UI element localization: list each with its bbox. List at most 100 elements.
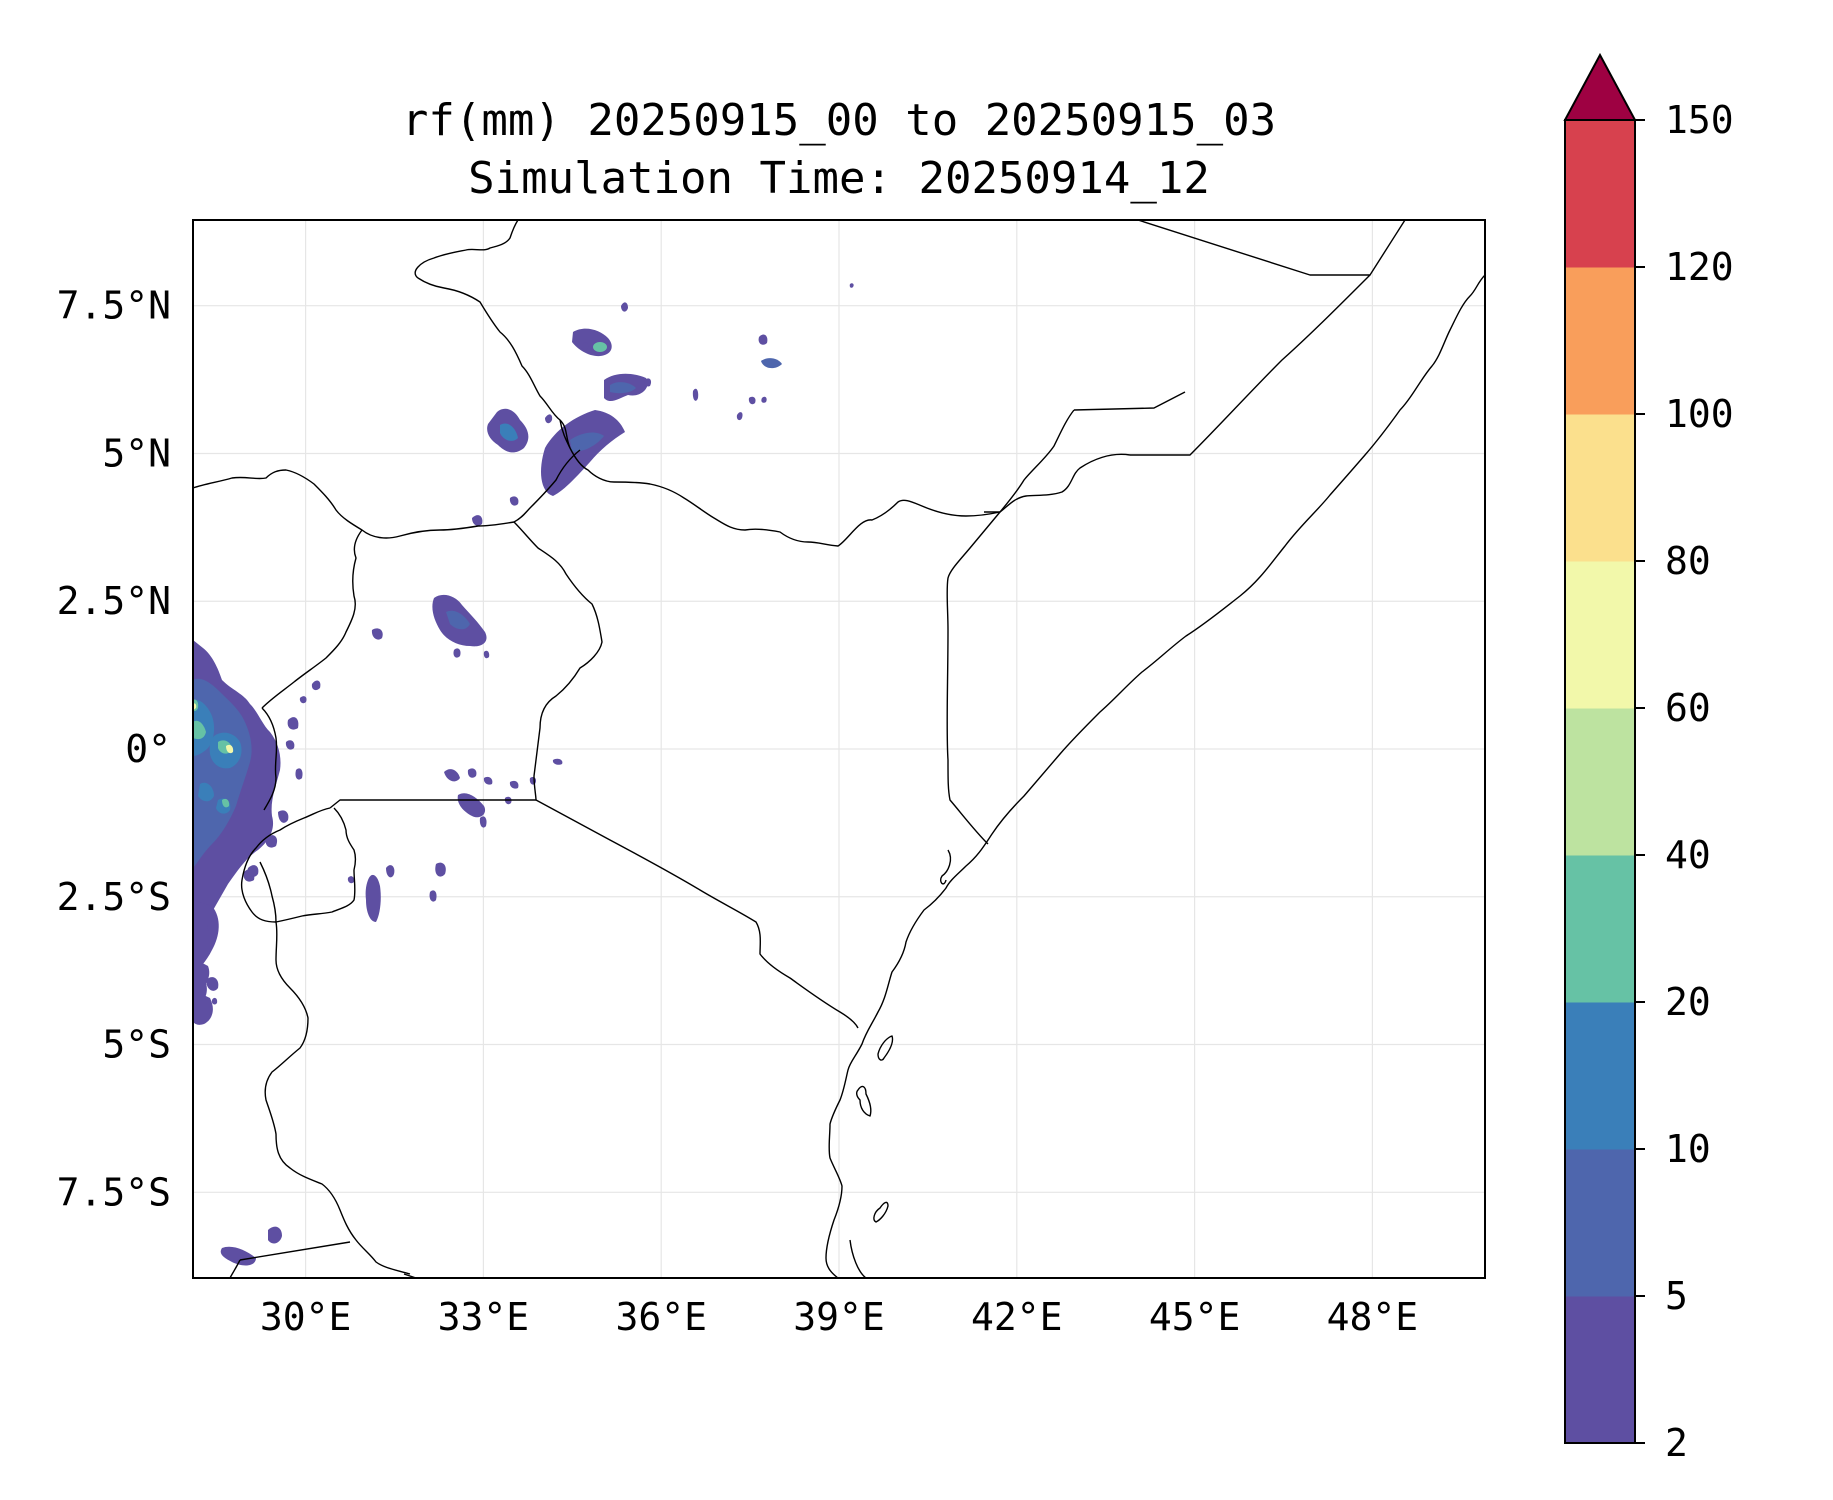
rain-cell (509, 496, 519, 506)
colorbar-bin (1565, 1149, 1635, 1297)
y-tick-label: 7.5°S (57, 1170, 171, 1214)
rain-cell (444, 769, 460, 782)
country-border (259, 861, 277, 923)
rain-cell (479, 816, 487, 828)
colorbar: 2 5 10 20 40 60 80 100 120 150 (1563, 52, 1734, 1465)
y-tick-label: 2.5°N (57, 579, 171, 623)
country-border (264, 921, 411, 1275)
rain-cell (509, 780, 519, 789)
rain-cell (206, 977, 219, 991)
rain-cell (299, 696, 307, 704)
rain-cell (193, 720, 206, 740)
rain-cell (581, 342, 589, 351)
colorbar-bin (1565, 120, 1635, 268)
country-border (1137, 220, 1406, 276)
rain-cell (621, 302, 628, 312)
x-tick-label: 36°E (615, 1295, 707, 1339)
country-border (984, 453, 1131, 513)
rain-cell (457, 793, 486, 818)
colorbar-bin (1565, 708, 1635, 856)
rain-cell (500, 423, 518, 441)
rain-cell (644, 378, 652, 387)
rain-cell (610, 382, 636, 394)
country-border (1130, 274, 1371, 456)
precipitation-field (193, 283, 854, 1266)
rain-cell (453, 648, 461, 658)
rain-cell (311, 680, 321, 691)
colorbar-bin (1565, 855, 1635, 1003)
colorbar-bin (1565, 561, 1635, 709)
x-tick-label: 30°E (260, 1295, 352, 1339)
rain-cell (572, 328, 612, 357)
rain-cell (429, 890, 437, 902)
rain-cell (761, 396, 767, 403)
country-border (513, 521, 603, 801)
rain-cell (226, 744, 234, 754)
title-line-2: Simulation Time: 20250914_12 (468, 153, 1210, 204)
gridlines (193, 220, 1485, 1278)
rain-cell (849, 283, 854, 288)
y-tick-label: 7.5°N (57, 284, 171, 328)
country-border (946, 511, 1001, 845)
coastline (825, 274, 1485, 1278)
rain-cell (365, 874, 381, 922)
rain-cell (472, 515, 483, 526)
colorbar-tick-label: 150 (1665, 98, 1734, 142)
y-tick-label: 5°N (102, 431, 171, 475)
map-frame (192, 219, 1486, 1279)
x-tick-label: 39°E (793, 1295, 885, 1339)
country-border (999, 409, 1075, 513)
lake-shore (877, 1035, 894, 1061)
rain-cell (278, 810, 289, 823)
rain-cell (285, 740, 295, 750)
colorbar-tick-label: 2 (1665, 1421, 1688, 1465)
rain-cell (193, 990, 213, 1025)
rain-cell (529, 776, 537, 785)
country-border (261, 707, 278, 811)
colorbar-bin (1565, 414, 1635, 562)
rain-cell (483, 650, 490, 659)
rain-cell (545, 414, 553, 424)
colorbar-tick-label: 120 (1665, 245, 1734, 289)
rain-cell (761, 358, 782, 369)
rain-cell (287, 717, 299, 730)
colorbar-tick-label: 10 (1665, 1127, 1711, 1171)
country-border (329, 799, 536, 809)
coastline (939, 849, 952, 885)
colorbar-tick-label: 80 (1665, 539, 1711, 583)
rain-cell (758, 334, 768, 345)
x-tick-label: 33°E (438, 1295, 530, 1339)
rain-cell (386, 865, 395, 878)
rain-cell (467, 768, 477, 778)
rain-cell (198, 782, 214, 802)
rain-cell (371, 628, 383, 640)
rain-cell (593, 342, 607, 352)
colorbar-extend-arrow (1563, 52, 1637, 121)
colorbar-tick-label: 100 (1665, 392, 1734, 436)
lake-shore (873, 1201, 889, 1223)
country-border (1073, 391, 1186, 411)
rain-cell (220, 1246, 256, 1266)
rain-cell (736, 412, 743, 421)
y-tick-label: 5°S (102, 1023, 171, 1067)
colorbar-frame (1564, 119, 1636, 1444)
rain-cell (446, 610, 470, 630)
x-axis-ticks: 30°E 33°E 36°E 39°E 42°E 45°E 48°E (260, 1295, 1418, 1339)
rain-cell (211, 997, 218, 1005)
colorbar-bin (1565, 1002, 1635, 1150)
rain-cell (247, 865, 259, 877)
rain-cell (483, 776, 493, 785)
country-borders (193, 220, 1485, 1278)
rain-cell (295, 768, 303, 780)
rain-cell (347, 876, 355, 884)
title-line-1: rf(mm) 20250915_00 to 20250915_03 (402, 95, 1276, 146)
rain-cell (552, 758, 563, 765)
colorbar-tick-label: 20 (1665, 980, 1711, 1024)
colorbar-tick-label: 60 (1665, 686, 1711, 730)
rain-cell (222, 798, 230, 808)
country-border (239, 1241, 351, 1261)
colorbar-bin (1565, 1296, 1635, 1444)
rain-cell (541, 410, 625, 496)
colorbar-bin (1565, 267, 1635, 415)
